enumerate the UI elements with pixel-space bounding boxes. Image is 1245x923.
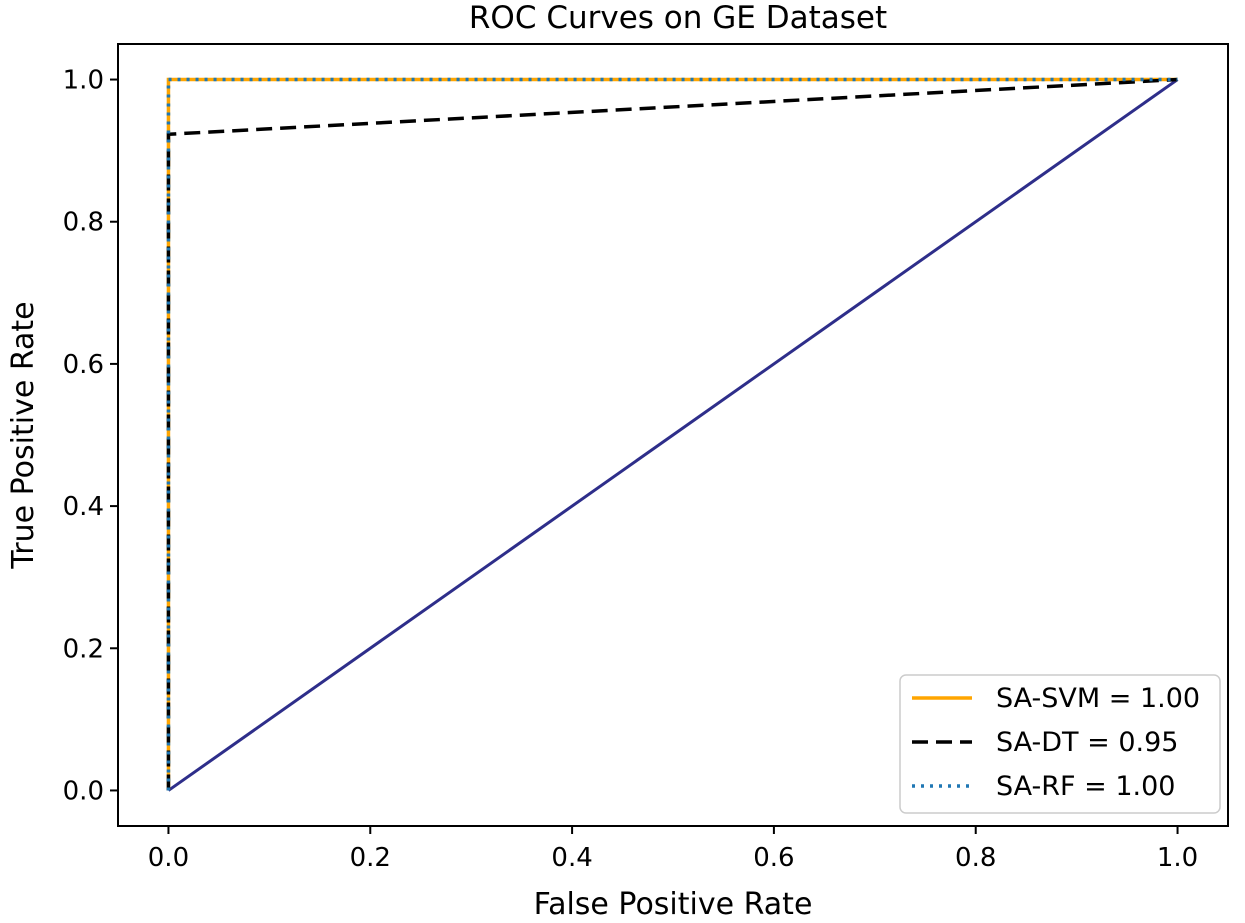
legend-label-1: SA-SVM = 1.00 (996, 683, 1200, 714)
series-layer (166, 77, 1179, 792)
y-tick-label: 0.0 (63, 776, 104, 806)
chart-title: ROC Curves on GE Dataset (469, 0, 887, 36)
plot-frame (117, 43, 1229, 827)
x-axis-label: False Positive Rate (534, 887, 813, 922)
ticks-layer: 0.0 0.2 0.4 0.6 0.8 1.0 0.0 0.2 0.4 0.6 0.8 1.0 (63, 66, 1199, 873)
x-tick-label: 1.0 (1157, 843, 1198, 873)
y-tick-label: 0.2 (63, 634, 104, 664)
x-tick-label: 0.4 (551, 843, 592, 873)
reference-diagonal-line (167, 78, 1179, 792)
legend-label-3: SA-RF = 1.00 (996, 771, 1175, 802)
x-tick-label: 0.2 (350, 843, 391, 873)
legend-box (899, 674, 1221, 814)
series-line-3 (166, 77, 1178, 791)
y-tick-label: 1.0 (63, 66, 104, 96)
x-tick-label: 0.6 (753, 843, 794, 873)
y-axis-label: True Positive Rate (6, 301, 41, 569)
legend: SA-SVM = 1.00 SA-DT = 0.95 SA-RF = 1.00 (899, 674, 1221, 814)
y-tick-label: 0.6 (63, 350, 104, 380)
legend-label-2: SA-DT = 0.95 (996, 727, 1178, 758)
x-tick-label: 0.0 (148, 843, 189, 873)
y-tick-label: 0.4 (63, 492, 104, 522)
y-tick-label: 0.8 (63, 208, 104, 238)
x-tick-label: 0.8 (955, 843, 996, 873)
